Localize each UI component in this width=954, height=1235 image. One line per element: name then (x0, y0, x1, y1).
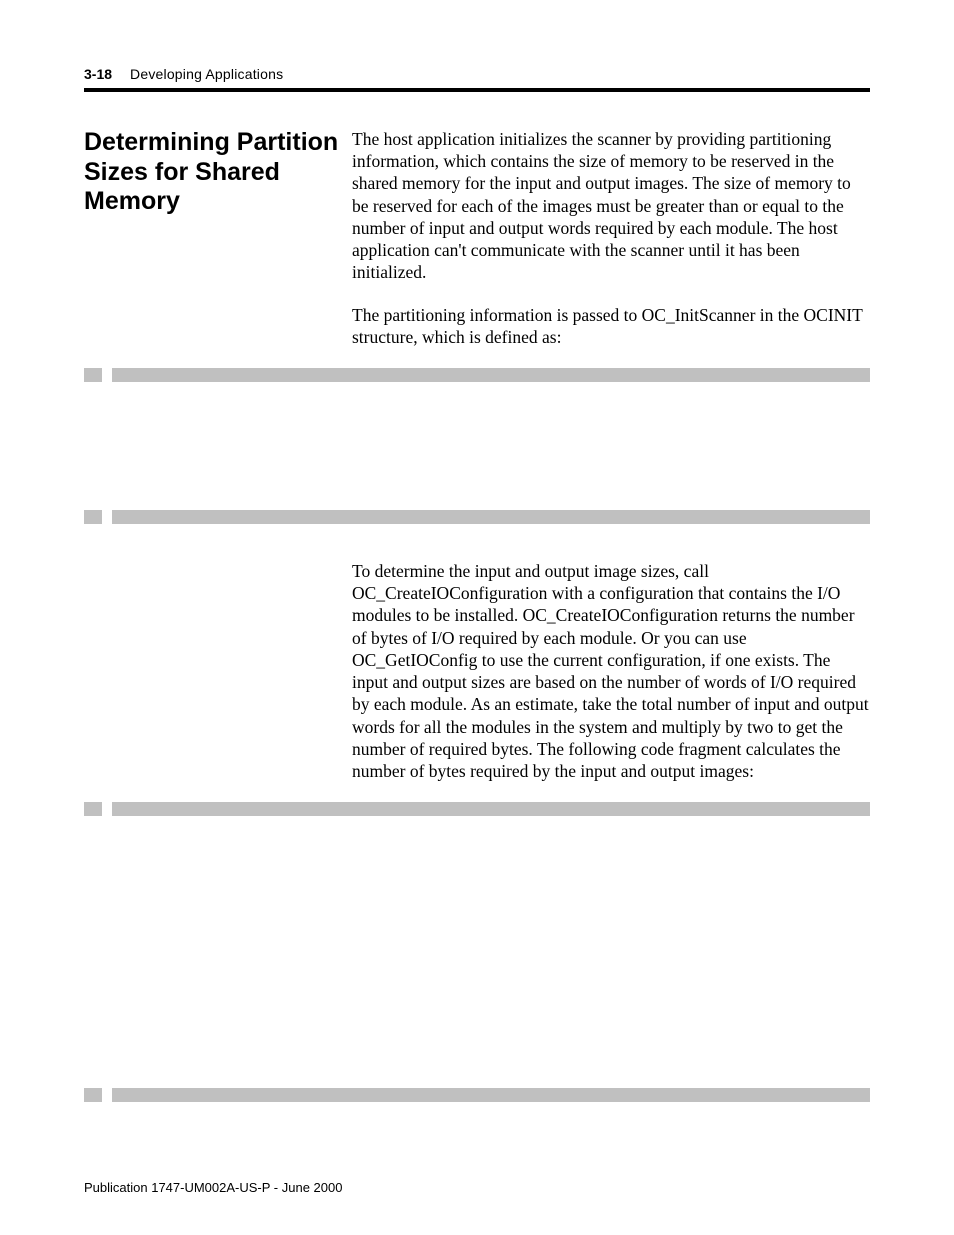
gray-spacer (84, 816, 870, 1088)
header-rule (84, 88, 870, 92)
gray-bar-left-segment (84, 510, 102, 524)
code-placeholder-block (84, 802, 870, 1102)
vertical-gap (84, 524, 870, 560)
body-paragraph: The host application initializes the sca… (352, 128, 870, 284)
gray-bar-gap (102, 368, 112, 382)
gray-bar-right-segment (112, 510, 870, 524)
gray-bar-right-segment (112, 368, 870, 382)
gray-bar-gap (102, 802, 112, 816)
gray-bar-gap (102, 1088, 112, 1102)
body-paragraph: The partitioning information is passed t… (352, 304, 870, 348)
right-column: The host application initializes the sca… (352, 128, 870, 368)
code-placeholder-block (84, 368, 870, 524)
chapter-title: Developing Applications (130, 66, 283, 82)
two-column-layout: Determining Partition Sizes for Shared M… (84, 128, 870, 368)
left-column-empty (84, 560, 342, 802)
gray-bar-top (84, 368, 870, 382)
gray-bar-bottom (84, 510, 870, 524)
gray-spacer (84, 382, 870, 510)
content-area: Determining Partition Sizes for Shared M… (84, 128, 870, 1102)
gray-bar-right-segment (112, 1088, 870, 1102)
publication-footer: Publication 1747-UM002A-US-P - June 2000 (84, 1180, 342, 1195)
gray-bar-left-segment (84, 1088, 102, 1102)
section-heading: Determining Partition Sizes for Shared M… (84, 128, 342, 217)
gray-bar-left-segment (84, 368, 102, 382)
gray-bar-top (84, 802, 870, 816)
page-number: 3-18 (84, 66, 112, 82)
page: 3-18 Developing Applications Determining… (0, 0, 954, 1235)
two-column-layout: To determine the input and output image … (84, 560, 870, 802)
left-column: Determining Partition Sizes for Shared M… (84, 128, 342, 368)
gray-bar-left-segment (84, 802, 102, 816)
gray-bar-bottom (84, 1088, 870, 1102)
gray-bar-gap (102, 510, 112, 524)
running-head: 3-18 Developing Applications (84, 66, 870, 82)
body-paragraph: To determine the input and output image … (352, 560, 870, 782)
right-column: To determine the input and output image … (352, 560, 870, 802)
gray-bar-right-segment (112, 802, 870, 816)
